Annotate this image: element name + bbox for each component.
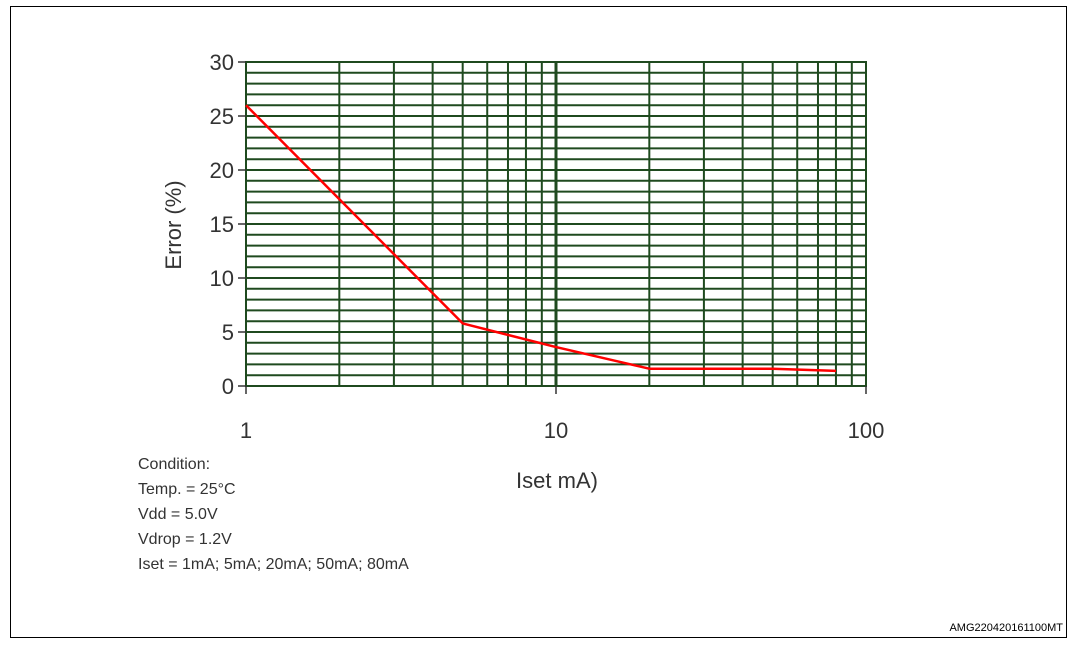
series-line [245,104,837,373]
x-tick-label: 1 [240,418,252,443]
y-tick-label: 20 [210,158,234,183]
x-tick-label: 100 [848,418,885,443]
condition-vdd: Vdd = 5.0V [138,506,218,523]
y-tick-label: 5 [222,320,234,345]
x-axis-label: Iset mA) [516,468,598,493]
figure-code: AMG220420161100MT [949,622,1063,634]
condition-title: Condition: [138,456,211,473]
axes [238,61,867,394]
condition-iset: Iset = 1mA; 5mA; 20mA; 50mA; 80mA [138,556,409,573]
series-group [245,104,837,373]
condition-vdrop: Vdrop = 1.2V [138,531,232,548]
y-tick-label: 0 [222,374,234,399]
y-axis-label: Error (%) [161,180,186,269]
condition-temp: Temp. = 25°C [138,481,236,498]
grid [246,62,866,386]
y-tick-label: 25 [210,104,234,129]
y-tick-label: 30 [210,50,234,75]
tick-labels: 0 5 10 15 20 25 30 1 10 100 [210,50,885,443]
y-tick-label: 15 [210,212,234,237]
y-tick-label: 10 [210,266,234,291]
x-tick-label: 10 [544,418,568,443]
